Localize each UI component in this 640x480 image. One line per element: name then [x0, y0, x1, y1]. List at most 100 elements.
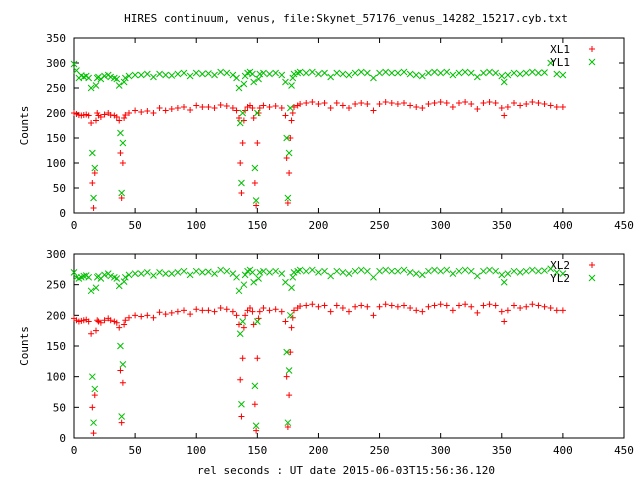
- data-point: [351, 69, 359, 77]
- data-point: [308, 68, 316, 76]
- data-point: [443, 266, 451, 274]
- data-point: [88, 149, 96, 157]
- data-point: [456, 100, 462, 106]
- data-point: [254, 140, 261, 146]
- data-point: [205, 104, 212, 110]
- data-point: [233, 107, 240, 114]
- data-point: [137, 270, 145, 277]
- data-point: [126, 110, 132, 116]
- data-point: [461, 68, 469, 76]
- data-point: [237, 376, 244, 383]
- data-point: [504, 270, 512, 277]
- data-point: [498, 72, 506, 80]
- data-point: [251, 382, 259, 390]
- data-point: [406, 70, 414, 78]
- data-point: [321, 100, 328, 106]
- data-point: [88, 120, 95, 126]
- data-point: [117, 129, 124, 137]
- data-point: [412, 270, 420, 277]
- chart-panel-top: 0 50 100 150 200 250 300 350 400 450 0 50 100 150 200 2…: [18, 32, 634, 232]
- data-point: [504, 307, 511, 314]
- data-point: [370, 273, 377, 281]
- data-point: [180, 69, 188, 77]
- x-tick-label: 50: [128, 219, 141, 232]
- legend-label: YL1: [550, 56, 570, 69]
- data-point: [239, 140, 246, 146]
- data-point: [333, 302, 340, 309]
- data-point: [122, 317, 129, 324]
- data-point: [333, 267, 341, 275]
- figure-title: HIRES continuum, venus, file:Skynet_5717…: [124, 12, 568, 25]
- data-point: [168, 106, 175, 112]
- data-point: [174, 105, 181, 111]
- data-point: [467, 69, 475, 77]
- data-point: [286, 170, 293, 176]
- data-point: [256, 269, 264, 276]
- data-point: [394, 69, 402, 77]
- data-point: [449, 307, 456, 314]
- y-tick-label: 100: [46, 157, 66, 170]
- data-point: [70, 269, 78, 276]
- data-point: [174, 70, 182, 78]
- data-point: [107, 272, 115, 280]
- data-point: [412, 71, 420, 79]
- data-point: [535, 69, 542, 77]
- data-point: [333, 100, 340, 106]
- data-point: [156, 309, 163, 316]
- data-point: [90, 419, 97, 427]
- x-tick-label: 100: [186, 444, 206, 457]
- data-point: [101, 111, 108, 118]
- data-point: [480, 100, 487, 106]
- data-point: [113, 75, 121, 83]
- data-point: [162, 71, 170, 79]
- data-point: [297, 303, 304, 310]
- data-point: [113, 114, 120, 120]
- data-point: [192, 69, 200, 77]
- data-point: [467, 267, 475, 275]
- y-tick-label: 250: [46, 279, 66, 292]
- data-point: [205, 307, 212, 314]
- data-point: [236, 119, 244, 127]
- data-point: [553, 269, 561, 276]
- data-point: [235, 287, 243, 295]
- data-point: [278, 308, 285, 315]
- data-point: [252, 197, 260, 204]
- y-axis-label: Counts: [18, 326, 31, 366]
- data-point: [90, 205, 97, 211]
- data-point: [181, 104, 187, 110]
- data-point: [413, 104, 420, 110]
- legend-label: YL2: [550, 272, 570, 285]
- data-point: [211, 308, 218, 315]
- data-point: [217, 68, 225, 76]
- data-point: [376, 101, 383, 107]
- data-point: [253, 427, 260, 434]
- data-point: [251, 180, 258, 186]
- data-point: [199, 104, 206, 110]
- x-axis-label: rel seconds : UT date 2015-06-03T15:56:3…: [197, 464, 495, 477]
- data-point: [162, 311, 169, 318]
- data-point: [118, 419, 125, 426]
- data-point: [401, 100, 407, 106]
- series-xl1: [71, 99, 566, 211]
- data-point: [382, 99, 389, 105]
- data-point: [425, 303, 432, 310]
- y-tick-label: 150: [46, 132, 66, 145]
- data-point: [101, 317, 108, 324]
- data-point: [94, 317, 101, 324]
- data-point: [400, 266, 408, 274]
- data-point: [339, 304, 346, 311]
- data-point: [249, 269, 256, 276]
- data-point: [407, 102, 414, 109]
- plot-frame: [73, 37, 625, 214]
- y-tick-label: 300: [46, 57, 66, 70]
- data-point: [260, 304, 267, 311]
- data-point: [117, 367, 124, 374]
- data-point: [101, 271, 108, 279]
- data-point: [517, 304, 524, 311]
- y-tick-label: 50: [53, 182, 66, 195]
- data-point: [553, 104, 560, 110]
- data-point: [113, 319, 120, 326]
- data-point: [376, 69, 383, 77]
- data-point: [321, 302, 328, 309]
- data-point: [236, 321, 242, 328]
